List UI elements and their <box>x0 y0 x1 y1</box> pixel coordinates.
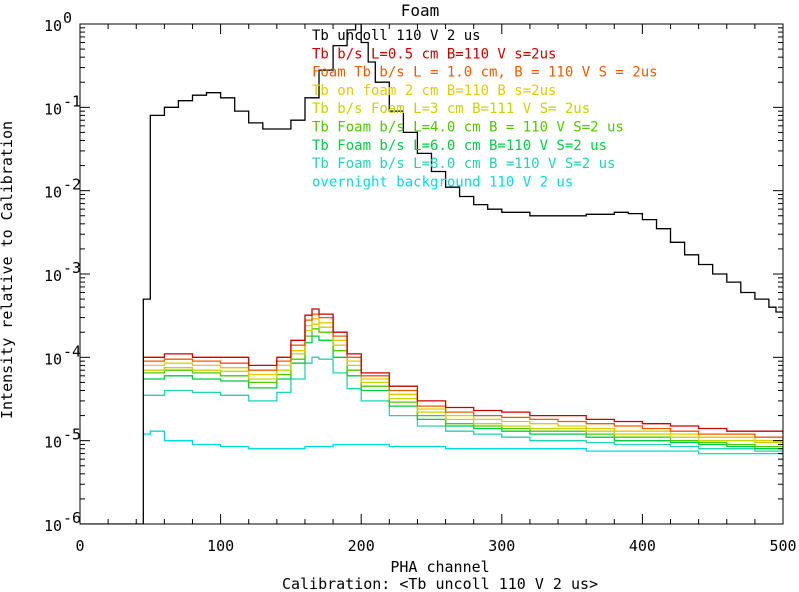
legend-entry: overnight background 110 V 2 us <box>312 174 573 190</box>
plot-area <box>80 24 783 524</box>
legend-entry: Tb b/s L=0.5 cm B=110 V s=2us <box>312 46 556 62</box>
calibration-note: Calibration: <Tb uncoll 110 V 2 us> <box>282 575 598 592</box>
y-tick-label: 10 <box>44 100 62 118</box>
x-axis-label: PHA channel <box>390 558 489 576</box>
y-tick-exponent: 0 <box>63 9 72 27</box>
y-tick-exponent: -5 <box>63 426 81 444</box>
x-tick-label: 500 <box>769 537 796 555</box>
legend-entry: Tb uncoll 110 V 2 us <box>312 28 481 44</box>
y-tick-exponent: -4 <box>63 342 81 360</box>
plot-frame <box>79 23 784 525</box>
legend-entry: Tb Foam b/s L=8.0 cm B =110 V S=2 us <box>312 156 615 172</box>
series-line <box>143 328 783 449</box>
legend-entry: Foam Tb b/s L = 1.0 cm, B = 110 V S = 2u… <box>312 65 658 81</box>
x-tick-label: 400 <box>629 537 656 555</box>
series-line <box>143 430 783 455</box>
chart-title: Foam <box>401 1 440 20</box>
series-line <box>143 313 783 441</box>
y-tick-exponent: -3 <box>63 259 81 277</box>
x-tick-label: 200 <box>348 537 375 555</box>
legend-entry: Tb Foam b/s L=4.0 cm B = 110 V S=2 us <box>312 120 624 136</box>
y-tick-exponent: -6 <box>63 509 81 527</box>
y-axis-label: Intensity relative to Calibration <box>0 121 16 419</box>
x-tick-label: 0 <box>75 537 84 555</box>
y-tick-label: 10 <box>44 517 62 535</box>
series-line <box>143 318 783 442</box>
y-tick-label: 10 <box>44 267 62 285</box>
x-tick-label: 300 <box>488 537 515 555</box>
series-line <box>143 308 783 435</box>
y-tick-label: 10 <box>44 434 62 452</box>
y-tick-exponent: -2 <box>63 176 81 194</box>
legend-entry: Tb on foam 2 cm B=110 B s=2us <box>312 83 556 99</box>
legend: Tb uncoll 110 V 2 us Tb b/s L=0.5 cm B=11… <box>312 28 658 190</box>
series-line <box>80 24 783 524</box>
y-tick-label: 10 <box>44 184 62 202</box>
series-line <box>143 356 783 454</box>
y-tick-label: 10 <box>44 350 62 368</box>
y-tick-label: 10 <box>44 17 62 35</box>
y-tick-exponent: -1 <box>63 92 81 110</box>
legend-entry: Tb Foam b/s L=6.0 cm B=110 V S=2 us <box>312 138 607 154</box>
legend-entry: Tb b/s Foam L=3 cm B=111 V S= 2us <box>312 101 590 117</box>
x-axis: 0 100 200 300 400 500 <box>75 24 797 555</box>
x-tick-label: 100 <box>207 537 234 555</box>
